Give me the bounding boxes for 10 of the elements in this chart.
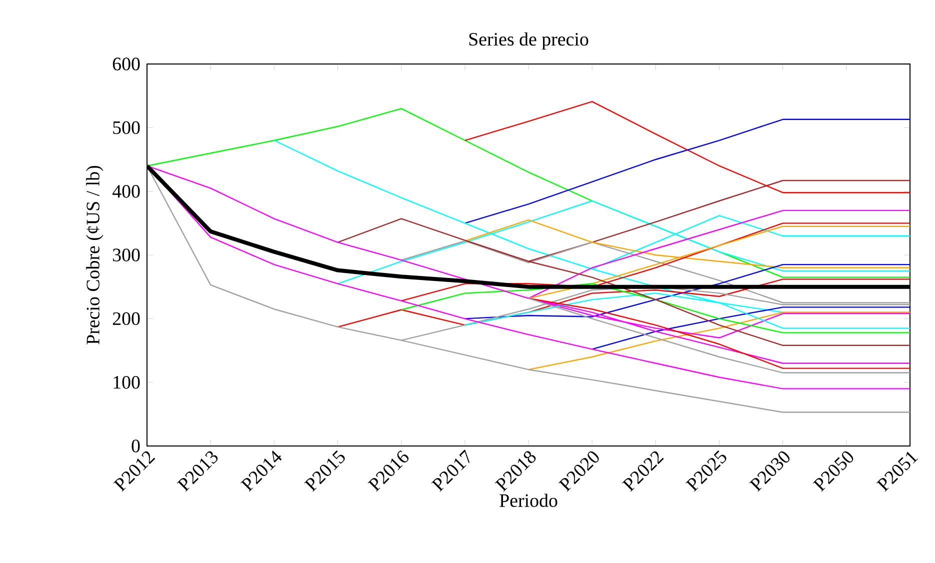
y-tick-label: 500 [113,121,140,134]
y-tick-label: 400 [112,184,140,198]
y-tick-label: 600 [112,58,140,70]
y-tick-label: 0 [132,440,140,452]
y-tick-label: 300 [113,248,140,262]
y-tick-label: 200 [112,312,140,326]
y-tick-label: 100 [114,376,140,389]
y-axis-title: Precio Cobre (¢US / lb) [86,166,104,344]
chart-title: Series de precio [469,32,588,50]
x-axis-title: Periodo [500,494,558,508]
